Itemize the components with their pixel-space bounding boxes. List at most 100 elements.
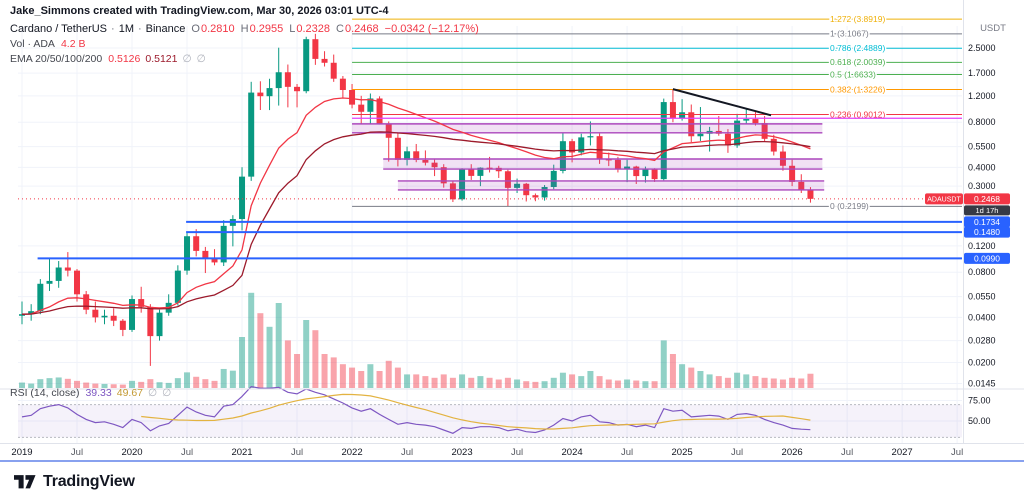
- volume-bar: [193, 376, 200, 388]
- candle-body: [74, 270, 81, 295]
- zone-rect[interactable]: [352, 123, 823, 133]
- candle-body: [614, 159, 621, 170]
- candle-body: [239, 176, 246, 220]
- volume-bar: [55, 377, 62, 388]
- volume-bar: [110, 384, 117, 388]
- descending-trendline[interactable]: [672, 88, 772, 117]
- price-tick-label: 0.0280: [968, 336, 996, 346]
- support-price-badge: [964, 216, 1010, 228]
- volume-bar: [633, 380, 640, 388]
- volume-bar: [174, 378, 181, 388]
- candle-body: [679, 112, 686, 119]
- volume-bar: [339, 364, 346, 388]
- fib-level-label: 0.382 (1.3226): [830, 84, 885, 94]
- volume-bar: [614, 380, 621, 388]
- volume-bar: [578, 376, 585, 388]
- volume-bar: [807, 373, 814, 388]
- tradingview-logo[interactable]: TradingView: [14, 473, 135, 491]
- candle-body: [174, 270, 181, 303]
- rsi-label[interactable]: RSI (14, close): [10, 387, 80, 399]
- candle-body: [303, 39, 310, 92]
- time-tick-label: 2027: [892, 447, 913, 458]
- volume-bar: [724, 377, 731, 388]
- zone-rect[interactable]: [383, 158, 823, 170]
- volume-bar: [642, 381, 649, 388]
- candle-body: [431, 162, 438, 168]
- time-tick-label: Jul: [401, 447, 413, 458]
- volume-bar: [303, 320, 310, 388]
- volume-bar: [358, 371, 365, 388]
- volume-bar: [495, 379, 502, 388]
- bar-countdown-badge: [964, 205, 1010, 216]
- ema-50-line[interactable]: [21, 131, 811, 315]
- price-tick-label: 0.0145: [968, 378, 996, 388]
- ema-label[interactable]: EMA 20/50/100/200: [10, 53, 103, 65]
- volume-series: [19, 292, 814, 388]
- candle-body: [330, 62, 337, 79]
- volume-bar: [184, 372, 191, 388]
- bar-countdown-label: 1d 17h: [976, 206, 999, 215]
- volume-bar: [284, 340, 291, 388]
- supply-demand-zones[interactable]: [352, 123, 825, 191]
- volume-bar: [449, 377, 456, 388]
- volume-bar: [431, 377, 438, 388]
- exchange-label[interactable]: Binance: [145, 23, 186, 35]
- volume-bar: [385, 360, 392, 388]
- volume-label[interactable]: Vol · ADA: [10, 38, 55, 50]
- volume-bar: [761, 377, 768, 388]
- volume-bar: [19, 382, 25, 388]
- volume-bar: [706, 374, 713, 388]
- last-price-badge-label: 0.2468: [974, 194, 1000, 204]
- time-tick-label: 2021: [231, 447, 252, 458]
- volume-bar: [569, 374, 576, 388]
- symbol-title[interactable]: Cardano / TetherUS: [10, 23, 108, 35]
- support-price-badge-label: 0.1480: [974, 227, 1000, 237]
- axis-currency-label: USDT: [980, 23, 1006, 34]
- rsi-line: [21, 385, 811, 434]
- candle-body: [248, 92, 255, 177]
- volume-bar: [239, 337, 246, 388]
- high-value: 0.2955: [249, 23, 284, 35]
- zone-rect[interactable]: [397, 180, 825, 190]
- change-value: −0.0342 (−12.17%): [384, 23, 479, 35]
- candle-body: [798, 181, 805, 191]
- volume-bar: [275, 303, 282, 388]
- volume-bar: [798, 378, 805, 388]
- volume-bar: [651, 381, 658, 388]
- volume-bar: [715, 376, 722, 388]
- time-axis[interactable]: 2019 Jul 2020 Jul 2021 Jul 2022 Jul 2023 Jul 2024 J…: [11, 447, 963, 458]
- candle-body: [413, 151, 420, 160]
- rsi-ma-line: [141, 393, 811, 430]
- time-tick-label: Jul: [731, 447, 743, 458]
- tradingview-logo-icon: [14, 475, 36, 489]
- time-tick-label: 2026: [782, 447, 803, 458]
- fib-retracement[interactable]: 1.272 (3.8919) 1 (3.1067) 0.786 (2.4889) 0.…: [352, 12, 962, 213]
- volume-bar: [779, 379, 786, 388]
- candle-body: [477, 167, 484, 176]
- volume-bar: [64, 378, 71, 388]
- bottom-toolbar: TradingView: [0, 460, 1024, 502]
- time-tick-label: 2023: [451, 447, 472, 458]
- attribution-text: Jake_Simmons created with TradingView.co…: [10, 5, 389, 17]
- volume-bar: [211, 380, 218, 388]
- price-chart-canvas[interactable]: 1.272 (3.8919) 1 (3.1067) 0.786 (2.4889) 0.…: [0, 0, 1024, 460]
- time-tick-label: Jul: [951, 447, 963, 458]
- candle-body: [284, 72, 291, 87]
- rsi-band: [18, 404, 962, 438]
- candle-body: [724, 133, 731, 146]
- volume-bar: [504, 377, 511, 388]
- interval-label[interactable]: 1M: [118, 23, 134, 35]
- last-price-badge: [964, 193, 1010, 205]
- candle-body: [660, 102, 667, 180]
- time-tick-label: Jul: [71, 447, 83, 458]
- separator-dot: ·: [137, 23, 142, 35]
- volume-bar: [257, 313, 264, 388]
- support-lines[interactable]: [37, 220, 962, 260]
- volume-bar: [440, 374, 447, 388]
- support-price-badge-label: 0.1734: [974, 217, 1000, 227]
- candle-body: [770, 138, 777, 152]
- rsi-tick-label: 50.00: [968, 416, 991, 426]
- candle-body: [266, 88, 273, 97]
- candle-body: [202, 250, 209, 260]
- volume-bar: [165, 382, 172, 388]
